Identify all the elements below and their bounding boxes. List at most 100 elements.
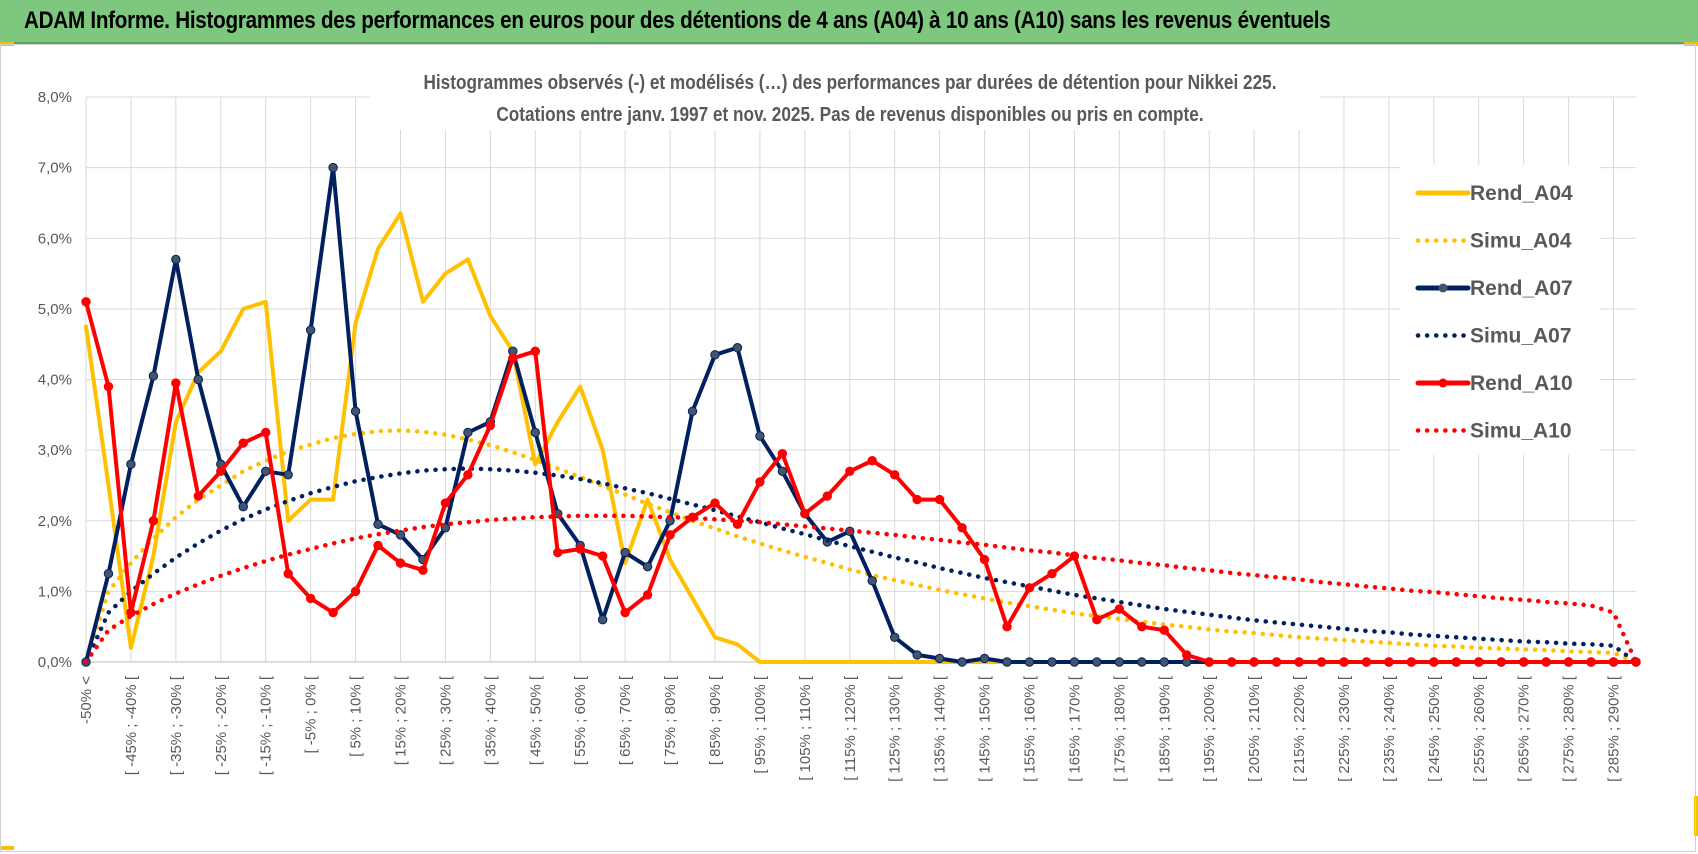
point-Rend_A07 [1114,657,1125,667]
x-tick-label: [ 175% ; 180% [ [1111,675,1128,782]
x-tick-label: [ -35% ; -30% [ [168,675,185,775]
point-Rend_A07 [979,653,990,664]
point-Rend_A10 [553,547,563,558]
y-axis-ticks: 0,0% 1,0% 2,0% 3,0% 4,0% 5,0% 6,0% 7,0% 8,0% [38,89,72,671]
x-tick-label: [ 255% ; 260% [ [1471,675,1488,782]
y-tick-label: 6,0% [38,230,72,247]
legend-label-Rend_A07: Rend_A07 [1470,277,1573,300]
point-Rend_A07 [238,501,248,512]
point-Rend_A07 [957,657,967,667]
x-tick-label: [ 65% ; 70% [ [617,675,634,765]
point-Rend_A07 [328,162,338,173]
point-Rend_A10 [1541,657,1551,667]
point-Rend_A10 [1429,657,1439,667]
y-tick-label: 1,0% [38,583,72,600]
point-Rend_A10 [1137,621,1147,632]
x-tick-label: [ 55% ; 60% [ [572,675,589,765]
x-tick-label: [ 15% ; 20% [ [392,675,409,765]
point-Rend_A10 [328,607,338,618]
point-Rend_A10 [463,470,473,480]
point-Rend_A10 [979,554,990,565]
point-Rend_A10 [957,523,967,533]
legend-label-Simu_A04: Simu_A04 [1470,230,1572,253]
point-Rend_A10 [912,494,922,505]
series-line-Simu_A10 [83,513,1639,665]
point-Rend_A10 [1361,657,1372,667]
point-Rend_A10 [485,420,496,431]
point-Rend_A07 [126,459,136,469]
point-Rend_A07 [1024,657,1035,667]
x-tick-label: [ -5% ; 0% [ [303,675,320,753]
point-Rend_A07 [1159,657,1169,667]
point-Rend_A07 [261,466,271,477]
point-Rend_A07 [530,427,540,438]
point-Rend_A10 [418,565,428,575]
x-tick-label: [ 195% ; 200% [ [1201,675,1218,782]
point-Rend_A07 [283,470,293,480]
point-Rend_A10 [216,466,226,477]
point-Rend_A07 [597,614,608,625]
x-axis-ticks: -50% < [ -45% ; -40% [ [ -35% ; -30% [ [ -2… [78,675,1623,782]
x-tick-label: [ 265% ; 270% [ [1516,675,1533,782]
point-Rend_A10 [620,607,630,618]
point-Rend_A07 [350,406,361,416]
point-Rend_A10 [1114,604,1125,614]
x-tick-label: [ 205% ; 210% [ [1246,675,1263,782]
point-Rend_A10 [1451,657,1461,667]
point-Rend_A10 [845,466,855,477]
point-Rend_A07 [193,374,204,385]
x-tick-label: [ -45% ; -40% [ [123,675,140,775]
series-line-Simu_A04 [83,428,1639,665]
point-Rend_A07 [1002,657,1012,667]
x-tick-label: [ 5% ; 10% [ [348,675,365,757]
x-tick-label: -50% < [78,676,95,724]
point-Rend_A10 [261,427,271,438]
y-tick-label: 0,0% [38,654,72,671]
x-tick-label: [ 95% ; 100% [ [752,675,769,773]
point-Rend_A07 [867,576,877,586]
legend-label-Simu_A10: Simu_A10 [1470,420,1572,443]
point-Rend_A10 [642,590,653,600]
x-tick-label: [ 225% ; 230% [ [1336,675,1353,782]
point-Rend_A10 [710,498,720,508]
point-Rend_A10 [665,530,675,540]
point-Rend_A07 [732,343,743,353]
point-Rend_A10 [1249,657,1259,667]
point-Rend_A07 [1047,657,1057,667]
header-banner: ADAM Informe. Histogrammes des performan… [0,0,1698,44]
point-Rend_A07 [934,653,945,664]
x-tick-label: [ 85% ; 90% [ [707,675,724,765]
y-tick-label: 3,0% [38,442,72,459]
point-Rend_A10 [1024,583,1035,593]
point-Rend_A10 [193,491,204,501]
point-Rend_A07 [642,561,653,572]
page-title: ADAM Informe. Histogrammes des performan… [24,7,1331,34]
x-tick-label: [ 35% ; 40% [ [482,675,499,765]
legend-label-Simu_A07: Simu_A07 [1470,325,1572,348]
point-Rend_A10 [530,346,540,356]
y-tick-label: 7,0% [38,160,72,177]
y-tick-label: 8,0% [38,89,72,106]
point-Rend_A07 [777,466,788,477]
x-tick-label: [ -25% ; -20% [ [213,675,230,775]
point-Rend_A07 [889,632,900,642]
x-tick-label: [ 245% ; 250% [ [1426,675,1443,782]
x-tick-label: [ 155% ; 160% [ [1021,675,1038,782]
point-Rend_A10 [1159,625,1169,635]
y-tick-label: 4,0% [38,372,72,389]
point-Rend_A10 [867,456,877,466]
x-tick-label: [ 105% ; 110% [ [797,675,814,781]
point-Rend_A10 [1496,657,1506,667]
point-Rend_A10 [1316,657,1327,667]
point-Rend_A10 [597,551,608,561]
point-Rend_A10 [373,540,383,551]
point-Rend_A10 [350,586,361,597]
x-tick-label: [ 145% ; 150% [ [977,675,994,782]
x-tick-label: [ 125% ; 130% [ [887,675,904,782]
x-tick-label: [ 45% ; 50% [ [527,675,544,765]
x-tick-label: [ 115% ; 120% [ [842,675,859,781]
point-Rend_A10 [395,558,406,568]
y-tick-label: 2,0% [38,513,72,530]
point-Rend_A10 [81,297,91,307]
point-Rend_A10 [889,470,900,480]
